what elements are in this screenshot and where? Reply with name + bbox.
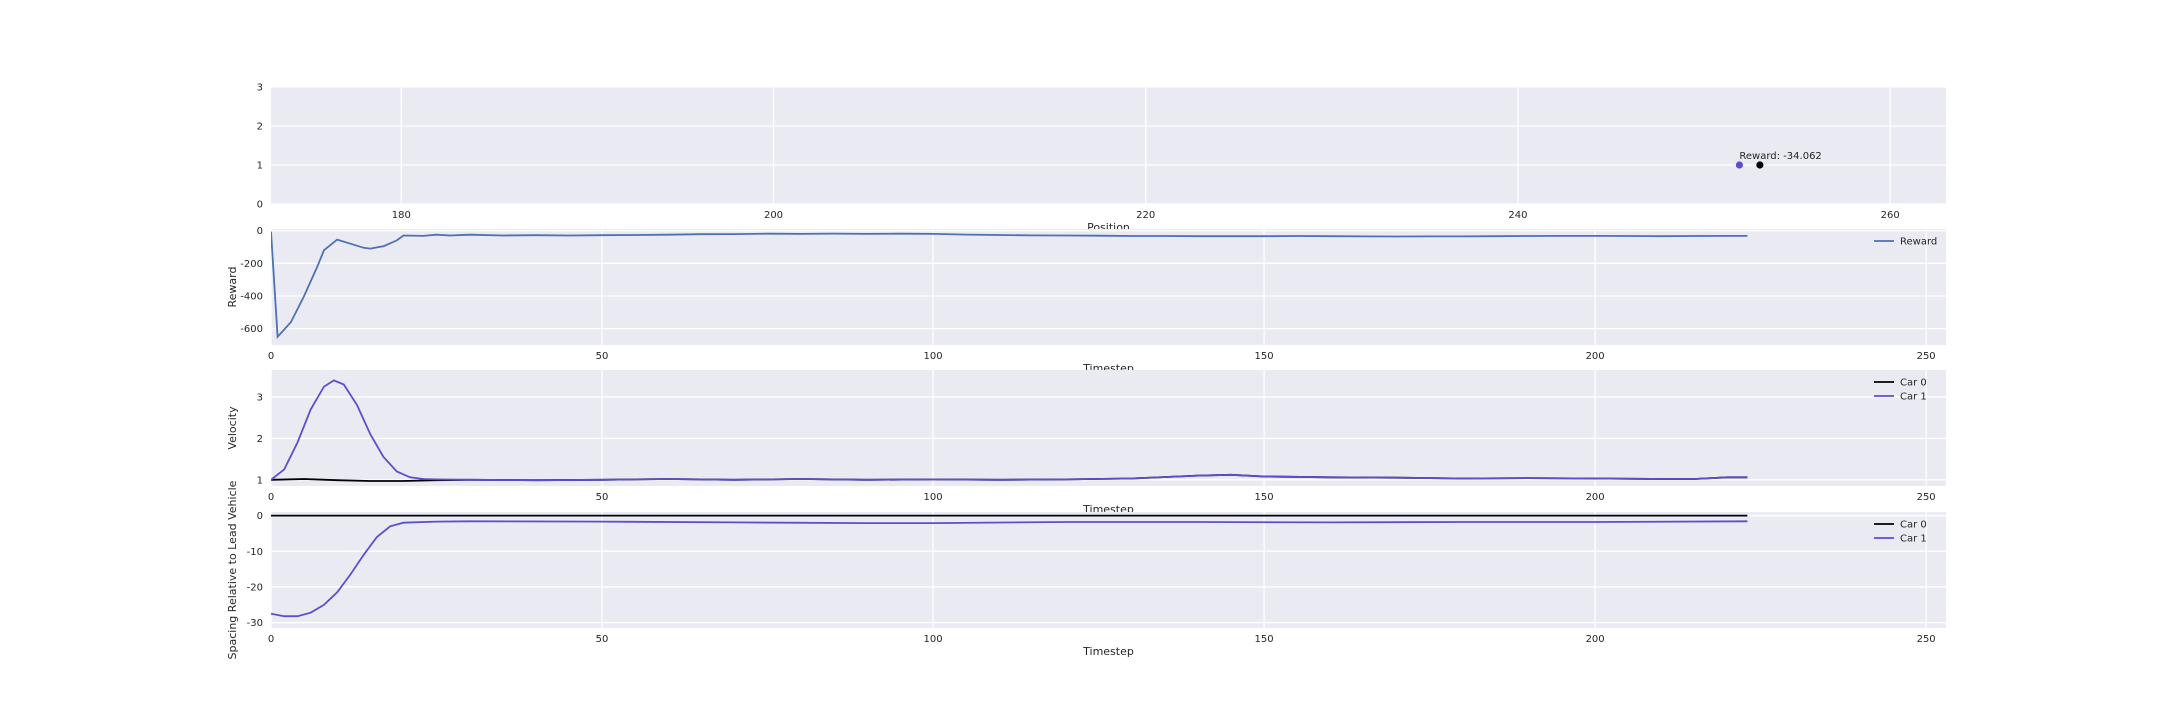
y-tick-label: 3 [257,83,263,94]
y-tick-label: 0 [257,200,263,211]
x-tick-label: 50 [596,634,609,645]
x-tick-label: 50 [596,492,609,503]
legend: Reward [1874,237,1937,248]
x-tick-label: 240 [1508,210,1527,221]
chart-panel-1: 0 50 100 150 200 2500-200-400-600TimestepRewa… [226,226,1946,375]
legend-label: Car 1 [1900,534,1927,545]
series-line-0 [271,231,1748,339]
y-tick-label: -200 [240,259,263,270]
x-tick-label: 0 [268,634,274,645]
scatter-point [1756,161,1764,169]
x-tick-label: 220 [1136,210,1155,221]
x-tick-label: 150 [1255,351,1274,362]
y-tick-label: 3 [257,392,263,403]
x-tick-label: 200 [1586,492,1605,503]
plot-area [271,87,1946,204]
y-tick-label: -30 [247,618,263,629]
legend-label: Car 1 [1900,392,1927,403]
y-tick-label: 2 [257,122,263,133]
plot-area [271,229,1946,345]
x-tick-label: 200 [764,210,783,221]
legend-label: Reward [1900,237,1937,248]
y-tick-label: 0 [257,511,263,522]
x-tick-label: 50 [596,351,609,362]
y-axis-label: Velocity [226,406,239,450]
plot-area [271,370,1946,486]
x-tick-label: 260 [1881,210,1900,221]
y-tick-label: 0 [257,226,263,237]
x-tick-label: 100 [924,634,943,645]
x-axis-label: Timestep [1082,645,1134,658]
x-tick-label: 200 [1586,634,1605,645]
x-tick-label: 250 [1917,634,1936,645]
x-tick-label: 250 [1917,351,1936,362]
y-tick-label: -10 [247,547,263,558]
y-axis-label: Spacing Relative to Lead Vehicle [226,480,239,659]
legend: Car 0 Car 1 [1874,520,1927,545]
x-tick-label: 180 [392,210,411,221]
y-tick-label: 1 [257,161,263,172]
x-tick-label: 0 [268,492,274,503]
legend-label: Car 0 [1900,520,1927,531]
plot-area [271,512,1946,628]
legend: Car 0 Car 1 [1874,378,1927,403]
series-line-1 [271,520,1748,618]
x-tick-label: 150 [1255,634,1274,645]
y-tick-label: -400 [240,291,263,302]
chart-panel-3: 0 50 100 150 200 250 0 -10 -20 -30 Timestep Spacing… [226,480,1946,659]
x-tick-label: 200 [1586,351,1605,362]
series-line-1 [271,379,1748,482]
legend-label: Car 0 [1900,378,1927,389]
x-tick-label: 250 [1917,492,1936,503]
y-tick-label: 1 [257,475,263,486]
x-tick-label: 0 [268,351,274,362]
reward-annotation: Reward: -34.062 [1739,151,1821,162]
y-tick-label: 2 [257,434,263,445]
y-tick-label: -20 [247,582,263,593]
x-tick-label: 100 [924,351,943,362]
x-tick-label: 150 [1255,492,1274,503]
y-axis-label: Reward [226,267,239,308]
y-tick-label: -600 [240,324,263,335]
scatter-point [1735,161,1744,169]
x-tick-label: 100 [924,492,943,503]
